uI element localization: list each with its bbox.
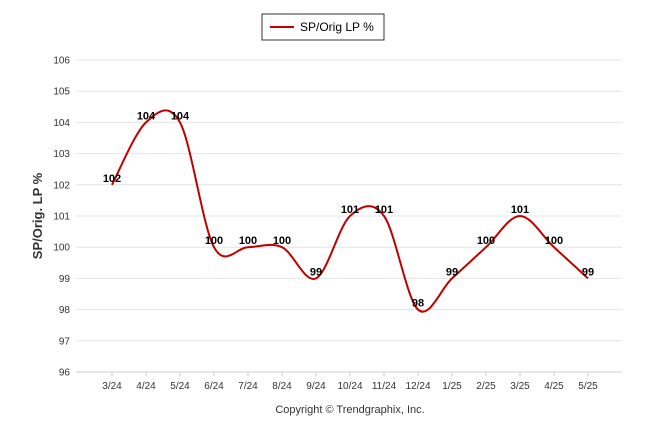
x-tick-label: 5/25: [578, 381, 598, 392]
data-label: 100: [205, 235, 223, 247]
x-tick-label: 11/24: [372, 381, 397, 392]
data-label: 104: [171, 110, 190, 122]
x-tick-label: 4/25: [544, 381, 564, 392]
data-label: 100: [273, 235, 291, 247]
x-tick-label: 12/24: [405, 381, 430, 392]
legend: SP/Orig LP %: [261, 13, 385, 41]
x-tick-label: 7/24: [238, 381, 258, 392]
data-label: 102: [103, 173, 121, 185]
x-tick-label: 3/24: [102, 381, 122, 392]
x-axis-ticks: 3/24 4/24 5/24 6/24 7/24 8/24 9/24 10/24 11/24 12…: [76, 371, 622, 392]
copyright-text: Copyright © Trendgraphix, Inc.: [275, 404, 424, 416]
data-label: 100: [477, 235, 495, 247]
x-tick-label: 6/24: [204, 381, 224, 392]
data-label: 101: [341, 204, 359, 216]
y-tick-label: 105: [53, 87, 70, 98]
legend-label: SP/Orig LP %: [300, 20, 374, 34]
x-tick-label: 2/25: [476, 381, 496, 392]
y-tick-label: 102: [53, 180, 70, 191]
data-label: 99: [446, 266, 458, 278]
data-label: 100: [239, 235, 257, 247]
y-tick-label: 97: [59, 336, 71, 347]
data-label: 100: [545, 235, 563, 247]
data-labels: 102 104 104 100 100 100 99 101 101 98 99 100 101 100 9…: [103, 110, 594, 309]
y-tick-label: 104: [53, 118, 70, 129]
x-tick-label: 4/24: [136, 381, 156, 392]
data-label: 99: [310, 266, 322, 278]
data-label: 98: [412, 298, 424, 310]
y-axis-label: SP/Orig. LP %: [30, 172, 45, 259]
x-tick-label: 5/24: [170, 381, 190, 392]
x-tick-label: 8/24: [272, 381, 292, 392]
y-tick-label: 100: [53, 243, 70, 254]
x-tick-label: 1/25: [442, 381, 462, 392]
y-axis-ticks: 96 97 98 99 100 101 102 103 104 105 106: [53, 56, 70, 379]
series-line: [111, 109, 589, 313]
y-tick-label: 98: [59, 305, 71, 316]
y-tick-label: 96: [59, 368, 71, 379]
x-tick-label: 3/25: [510, 381, 530, 392]
data-label: 104: [137, 110, 156, 122]
y-tick-label: 103: [53, 149, 70, 160]
y-tick-label: 101: [53, 212, 70, 223]
x-tick-label: 9/24: [306, 381, 326, 392]
y-tick-label: 106: [53, 56, 70, 67]
data-label: 101: [511, 204, 529, 216]
data-label: 99: [582, 266, 594, 278]
data-label: 101: [375, 204, 393, 216]
x-tick-label: 10/24: [337, 381, 362, 392]
y-tick-label: 99: [59, 274, 71, 285]
